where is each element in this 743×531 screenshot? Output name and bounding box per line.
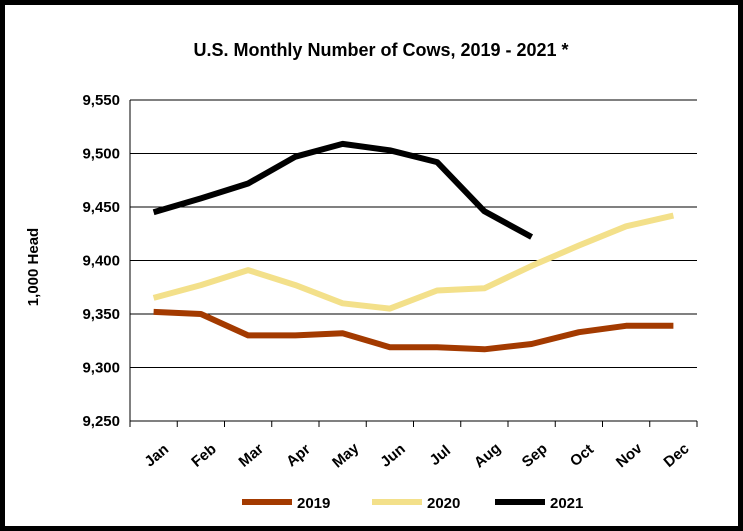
legend-label-2019: 2019 [297, 495, 330, 512]
axes [129, 100, 698, 427]
y-axis-label: 1,000 Head [25, 228, 42, 306]
x-tick-label: Feb [188, 440, 219, 470]
gridlines [130, 99, 697, 422]
series-lines [152, 140, 675, 353]
x-tick-label: Jun [377, 440, 408, 470]
x-tick-label: Aug [471, 440, 504, 472]
y-tick-label: 9,400 [82, 253, 120, 270]
x-tick-label: Nov [613, 440, 646, 472]
chart-title: U.S. Monthly Number of Cows, 2019 - 2021… [193, 40, 568, 60]
x-tick-label: Jul [426, 442, 454, 469]
series-line-2021 [152, 140, 534, 240]
x-tick-label: Apr [283, 441, 314, 471]
y-tick-label: 9,250 [82, 413, 120, 430]
y-tick-label: 9,350 [82, 306, 120, 323]
legend: 2019 2020 2021 [242, 495, 583, 512]
x-tick-label: Jan [141, 441, 172, 471]
series-line-2020 [152, 212, 675, 312]
x-tick-label: Oct [567, 441, 597, 470]
x-tick-labels: Jan Feb Mar Apr May Jun Jul Aug Sep Oct Nov Dec [141, 439, 692, 471]
x-tick-label: Mar [236, 440, 267, 470]
x-tick-label: Dec [660, 440, 692, 471]
y-tick-label: 9,550 [82, 92, 120, 109]
x-tick-label: Sep [519, 440, 551, 471]
y-tick-label: 9,300 [82, 360, 120, 377]
y-tick-label: 9,450 [82, 199, 120, 216]
y-tick-label: 9,500 [82, 146, 120, 163]
legend-label-2020: 2020 [427, 495, 460, 512]
x-tick-label: May [329, 439, 363, 471]
legend-label-2021: 2021 [550, 495, 583, 512]
y-tick-labels: 9,250 9,300 9,350 9,400 9,450 9,500 9,550 [82, 92, 120, 430]
series-line-2019 [153, 308, 674, 353]
